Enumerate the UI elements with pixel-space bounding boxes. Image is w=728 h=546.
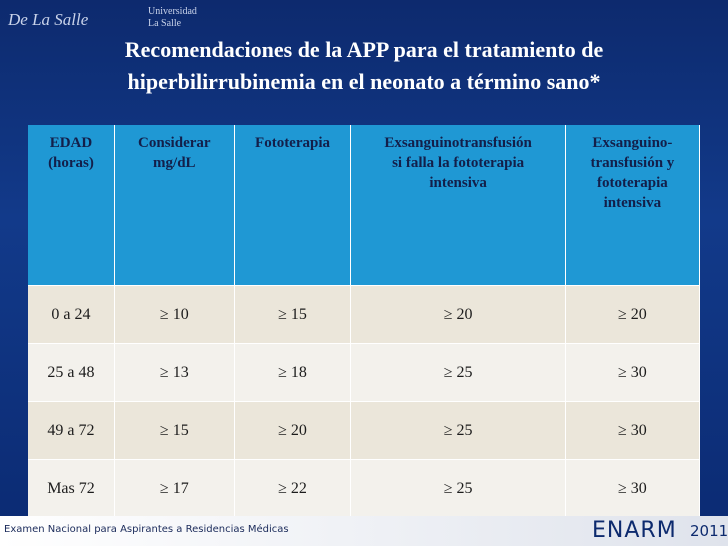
cell: 0 a 24: [28, 285, 115, 344]
cell: ≥ 13: [114, 343, 235, 402]
column-header: Exsanguinotransfusión si falla la fototer…: [350, 125, 566, 286]
header-line: Exsanguinotransfusión: [384, 135, 532, 151]
cell: ≥ 25: [350, 343, 566, 402]
title: Recomendaciones de la APP para el tratam…: [0, 34, 728, 98]
table-row: 49 a 72 ≥ 15 ≥ 20 ≥ 25 ≥ 30: [28, 401, 701, 460]
table-body: 0 a 24 ≥ 10 ≥ 15 ≥ 20 ≥ 20 25 a 48 ≥ 13 ≥ 18 ≥ 2…: [28, 285, 701, 517]
header-line: (horas): [48, 155, 94, 171]
cell: ≥ 25: [350, 401, 566, 460]
header-line: Fototerapia: [255, 135, 331, 151]
header-line: Exsanguino-: [592, 135, 673, 151]
logo-university: Universidad: [148, 6, 197, 17]
footer: Examen Nacional para Aspirantes a Reside…: [0, 516, 728, 546]
cell: ≥ 18: [234, 343, 352, 402]
cell: ≥ 17: [114, 459, 235, 517]
logo-text: Universidad La Salle: [148, 6, 197, 30]
cell: ≥ 30: [565, 401, 701, 460]
header-line: intensiva: [603, 195, 662, 211]
table: EDAD (horas) Considerar mg/dL Fototerapia Exs…: [28, 125, 701, 517]
cell: ≥ 30: [565, 459, 701, 517]
cell: ≥ 10: [114, 285, 235, 344]
cell: 49 a 72: [28, 401, 115, 460]
logo-name: La Salle: [148, 18, 182, 29]
column-header: Fototerapia: [234, 125, 352, 286]
header-line: transfusión y: [590, 155, 675, 171]
column-header: EDAD (horas): [28, 125, 115, 286]
header-row: EDAD (horas) Considerar mg/dL Fototerapia Exs…: [28, 125, 701, 286]
cell: 25 a 48: [28, 343, 115, 402]
cell: ≥ 15: [114, 401, 235, 460]
title-line: hiperbilirrubinemia en el neonato a térm…: [127, 69, 601, 94]
header-line: si falla la fototerapia: [392, 155, 525, 171]
cell: ≥ 15: [234, 285, 352, 344]
cell: ≥ 22: [234, 459, 352, 517]
cell: ≥ 20: [350, 285, 566, 344]
table-row: 25 a 48 ≥ 13 ≥ 18 ≥ 25 ≥ 30: [28, 343, 701, 402]
year: 2011: [690, 522, 728, 540]
table-row: 0 a 24 ≥ 10 ≥ 15 ≥ 20 ≥ 20: [28, 285, 701, 344]
header-line: EDAD: [49, 135, 93, 151]
column-header: Considerar mg/dL: [114, 125, 235, 286]
cell: ≥ 20: [565, 285, 701, 344]
cell: ≥ 30: [565, 343, 701, 402]
header-line: mg/dL: [153, 155, 196, 171]
title-line: Recomendaciones de la APP para el tratam…: [124, 37, 604, 62]
header-line: fototerapia: [597, 175, 668, 191]
column-header: Exsanguino-transfusión y fototerapia inten…: [565, 125, 701, 286]
cell: ≥ 20: [234, 401, 352, 460]
exam-name: Examen Nacional para Aspirantes a Reside…: [4, 524, 289, 535]
header-line: intensiva: [429, 175, 487, 191]
cell: ≥ 25: [350, 459, 566, 517]
brand: ENARM: [592, 518, 677, 543]
logo-script: De La Salle: [8, 10, 89, 29]
table-row: Mas 72 ≥ 17 ≥ 22 ≥ 25 ≥ 30: [28, 459, 701, 517]
cell: Mas 72: [28, 459, 115, 517]
header-line: Considerar: [138, 135, 211, 151]
